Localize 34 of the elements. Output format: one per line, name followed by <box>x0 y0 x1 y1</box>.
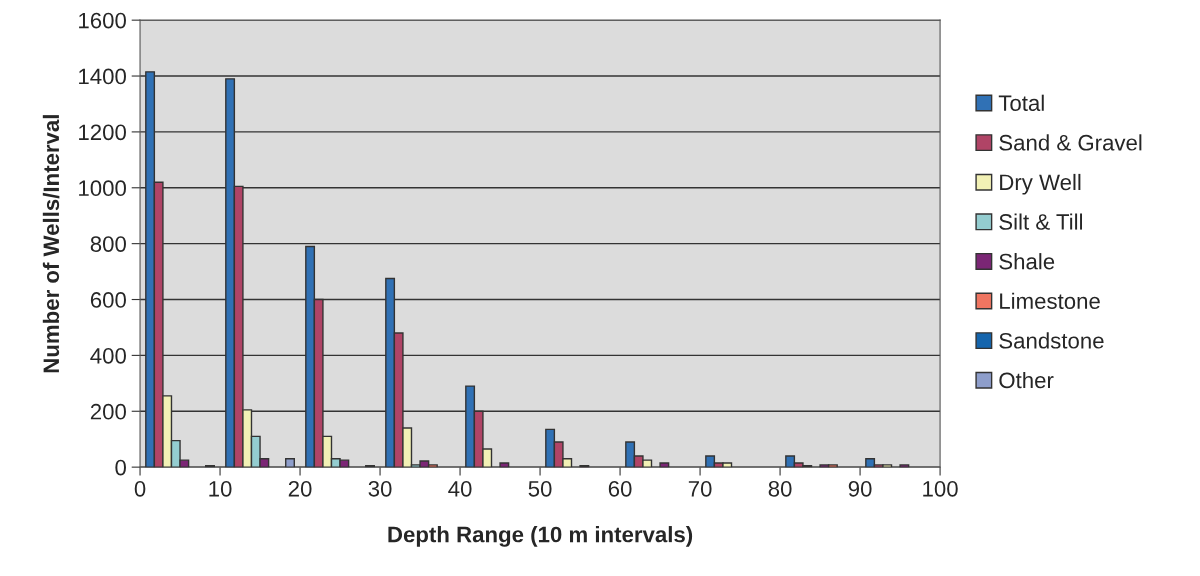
legend-label: Total <box>998 94 1044 111</box>
y-tick-label: 1400 <box>79 68 126 85</box>
legend-label: Limestone <box>1000 292 1100 310</box>
legend-label: Sandstone <box>999 332 1104 349</box>
x-tick-label: 40 <box>448 480 472 497</box>
x-tick-label: 30 <box>368 480 392 497</box>
y-tick-label: 0 <box>115 459 126 476</box>
x-tick-label: 0 <box>134 480 146 497</box>
x-tick-label: 50 <box>528 480 552 497</box>
y-tick-label: 1000 <box>79 180 126 197</box>
x-tick-label: 100 <box>923 480 958 497</box>
y-tick-label: 600 <box>90 292 126 308</box>
legend-label: Other <box>999 371 1054 389</box>
bar <box>285 458 295 468</box>
legend-label: Silt & Till <box>999 213 1083 230</box>
bar <box>899 464 910 468</box>
x-tick-label: 10 <box>209 480 232 497</box>
y-tick-label: 400 <box>90 347 126 364</box>
legend-label: Dry Well <box>1000 173 1081 195</box>
bar <box>499 462 510 468</box>
y-tick-label: 1600 <box>79 12 126 29</box>
x-tick-label: 60 <box>608 480 632 497</box>
legend-label: Sand & Gravel <box>999 134 1142 151</box>
x-tick-label: 90 <box>848 480 872 497</box>
x-axis-title: Depth Range (10 m intervals) <box>388 526 693 547</box>
legend-label: Shale <box>999 253 1055 270</box>
x-tick-label: 70 <box>688 480 712 497</box>
x-tick-label: 20 <box>288 480 312 497</box>
y-tick-label: 200 <box>90 403 126 420</box>
y-tick-label: 800 <box>90 236 126 252</box>
x-tick-label: 80 <box>768 480 792 497</box>
bar <box>659 462 670 468</box>
y-axis-title: Number of Wells/Interval <box>42 115 60 373</box>
y-tick-label: 1200 <box>79 124 126 141</box>
